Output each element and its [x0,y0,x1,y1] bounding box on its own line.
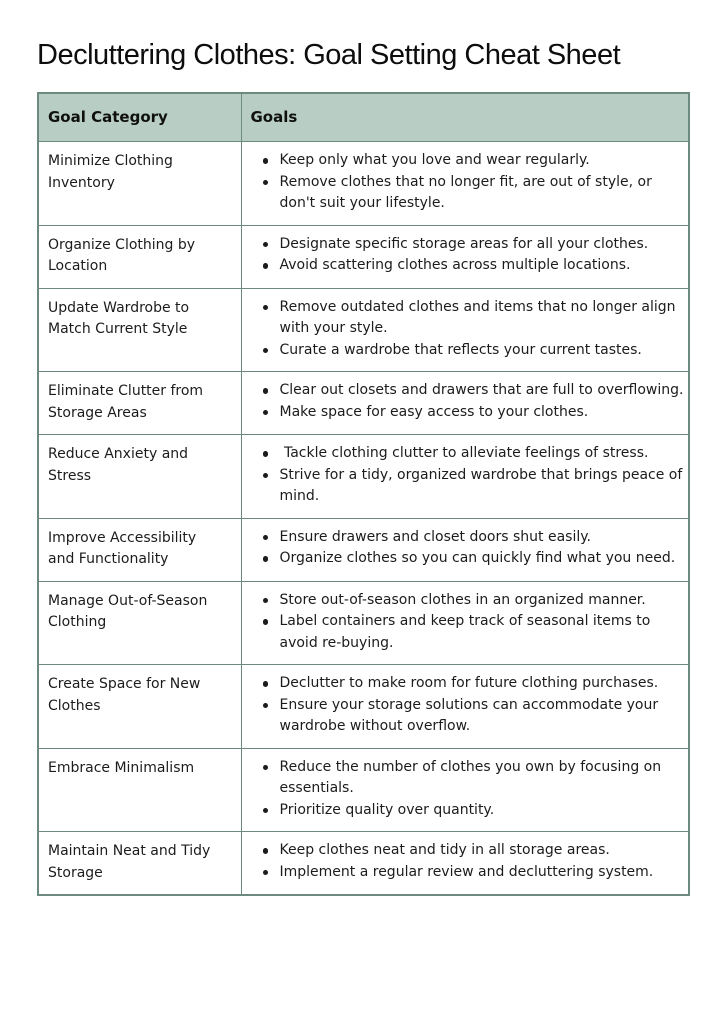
goals-list: Store out-of-season clothes in an organi… [250,590,685,655]
table-row: Update Wardrobe to Match Current Style R… [37,287,690,372]
goal-category-cell: Reduce Anxiety and Stress [37,434,242,519]
cheat-sheet-table: Goal Category Goals Minimize Clothing In… [37,92,690,896]
table-row: Minimize Clothing Inventory Keep only wh… [37,141,690,226]
goals-cell: Declutter to make room for future clothi… [240,664,690,749]
goal-item: Remove clothes that no longer fit, are o… [262,172,685,215]
goals-list: Clear out closets and drawers that are f… [250,380,685,423]
goal-item: Ensure your storage solutions can accomm… [262,695,685,738]
goal-item: Implement a regular review and declutter… [262,862,685,884]
goals-list: Keep only what you love and wear regular… [250,150,685,215]
goals-list: Declutter to make room for future clothi… [250,673,685,738]
goal-category-cell: Organize Clothing by Location [37,224,242,289]
column-header-goals: Goals [240,92,690,142]
header-row: Goal Category Goals [37,92,690,142]
goals-list: Tackle clothing clutter to alleviate fee… [250,443,685,508]
goals-list: Remove outdated clothes and items that n… [250,297,685,362]
goal-category-cell: Update Wardrobe to Match Current Style [37,287,242,372]
goal-item: Organize clothes so you can quickly find… [262,548,685,570]
goal-category-cell: Manage Out-of-Season Clothing [37,580,242,665]
goals-cell: Ensure drawers and closet doors shut eas… [240,517,690,582]
table-row: Eliminate Clutter from Storage Areas Cle… [37,371,690,435]
goal-item: Remove outdated clothes and items that n… [262,297,685,340]
table-row: Improve Accessibility and Functionality … [37,517,690,582]
goal-item: Prioritize quality over quantity. [262,800,685,822]
goals-cell: Reduce the number of clothes you own by … [240,747,690,832]
goal-category-cell: Minimize Clothing Inventory [37,141,242,226]
column-header-goal-category: Goal Category [37,92,242,142]
table-row: Reduce Anxiety and Stress Tackle clothin… [37,434,690,519]
goals-cell: Clear out closets and drawers that are f… [240,371,690,435]
goals-cell: Keep clothes neat and tidy in all storag… [240,831,690,896]
goal-item: Declutter to make room for future clothi… [262,673,685,695]
goal-item: Store out-of-season clothes in an organi… [262,590,685,612]
goals-list: Reduce the number of clothes you own by … [250,757,685,822]
goal-item: Avoid scattering clothes across multiple… [262,255,685,277]
goals-cell: Designate specific storage areas for all… [240,224,690,289]
goal-item: Strive for a tidy, organized wardrobe th… [262,465,685,508]
goal-category-cell: Create Space for New Clothes [37,664,242,749]
goal-item: Curate a wardrobe that reflects your cur… [262,340,685,362]
goals-cell: Tackle clothing clutter to alleviate fee… [240,434,690,519]
goal-category-cell: Eliminate Clutter from Storage Areas [37,371,242,435]
goal-item: Make space for easy access to your cloth… [262,402,685,424]
goals-list: Designate specific storage areas for all… [250,234,685,277]
goals-list: Keep clothes neat and tidy in all storag… [250,840,685,883]
goal-item: Ensure drawers and closet doors shut eas… [262,527,685,549]
goals-cell: Remove outdated clothes and items that n… [240,287,690,372]
goal-category-cell: Improve Accessibility and Functionality [37,517,242,582]
goal-item: Reduce the number of clothes you own by … [262,757,685,800]
table-row: Manage Out-of-Season Clothing Store out-… [37,580,690,665]
goal-item: Keep clothes neat and tidy in all storag… [262,840,685,862]
table-row: Organize Clothing by Location Designate … [37,224,690,289]
goal-item: Designate specific storage areas for all… [262,234,685,256]
goal-category-cell: Maintain Neat and Tidy Storage [37,831,242,896]
goal-item: Clear out closets and drawers that are f… [262,380,685,402]
table-row: Maintain Neat and Tidy Storage Keep clot… [37,831,690,896]
goal-item: Tackle clothing clutter to alleviate fee… [262,443,685,465]
goal-item: Keep only what you love and wear regular… [262,150,685,172]
table-row: Embrace Minimalism Reduce the number of … [37,747,690,832]
table-row: Create Space for New Clothes Declutter t… [37,664,690,749]
page-title: Decluttering Clothes: Goal Setting Cheat… [37,39,621,71]
goals-cell: Keep only what you love and wear regular… [240,141,690,226]
goals-cell: Store out-of-season clothes in an organi… [240,580,690,665]
goal-category-cell: Embrace Minimalism [37,747,242,832]
goals-list: Ensure drawers and closet doors shut eas… [250,527,685,570]
goal-item: Label containers and keep track of seaso… [262,611,685,654]
